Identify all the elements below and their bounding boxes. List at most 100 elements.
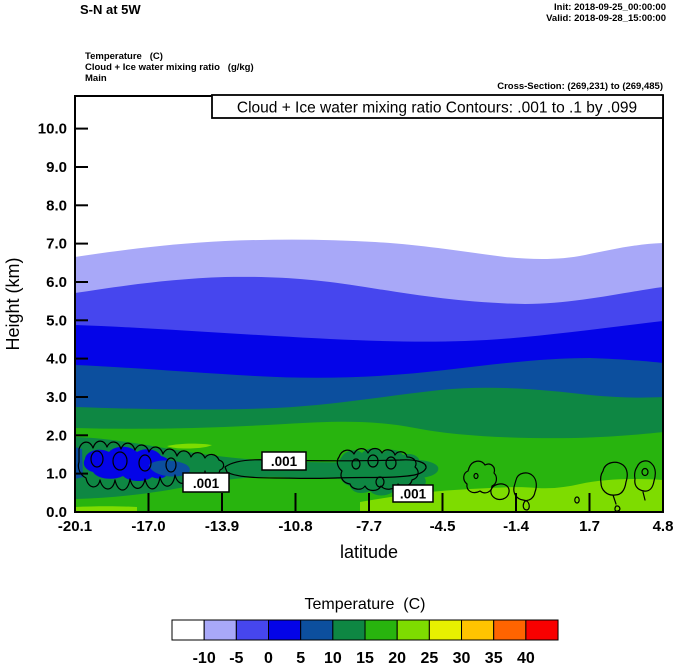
colorbar-tick-labels: -10 -5 0 5 10 15 20 25 30 35 40 (193, 650, 535, 667)
colorbar-cell (171, 619, 205, 641)
colorbar-tick-label: 40 (517, 650, 535, 667)
colorbar-cell (300, 619, 334, 641)
cloud-contour-cell (574, 496, 580, 504)
field-list: Temperature (C) Cloud + Ice water mixing… (85, 51, 663, 92)
colorbar-cell (268, 619, 302, 641)
cloud-layer-shading (75, 437, 439, 499)
cloud-contour-cell (473, 472, 479, 480)
y-tick-label: 10.0 (38, 121, 67, 138)
warm-sliver (167, 443, 212, 449)
colorbar-tick-label: 5 (296, 650, 305, 667)
cloud-contour-cluster-mid (336, 447, 419, 492)
y-tick-label: 1.0 (46, 466, 67, 483)
cloud-contour-blob (463, 460, 498, 494)
colorbar-cell (364, 619, 398, 641)
cloud-contour-teardrop (522, 500, 530, 511)
colorbar-cells (171, 619, 559, 641)
colorbar-tick-label: 10 (324, 650, 342, 667)
colorbar-tick-label: 30 (453, 650, 471, 667)
cloud-contour-cell (641, 467, 649, 477)
cloud-contour-cell (112, 451, 128, 471)
colorbar-cell (461, 619, 495, 641)
cross-section-note: Cross-Section: (269,231) to (269,485) (497, 81, 663, 92)
y-tick-label: 3.0 (46, 389, 67, 406)
cloud-contour-lines (77, 440, 656, 512)
colorbar: Temperature (C) -10 -5 0 5 10 15 20 25 3… (171, 596, 559, 667)
y-tick-label: 9.0 (46, 159, 67, 176)
colorbar-tick-label: 15 (356, 650, 374, 667)
colorbar-cell (396, 619, 430, 641)
contour-label: .001 (271, 454, 298, 469)
x-tick-label: 4.8 (653, 518, 674, 535)
contour-labels: .001 .001 .001 (182, 451, 434, 503)
y-axis-ticks (75, 127, 88, 475)
x-tick-label: -13.9 (205, 518, 239, 535)
x-axis-labels: -20.1 -17.0 -13.9 -10.8 -7.7 -4.5 -1.4 1… (58, 518, 674, 535)
cloud-contour-cluster-west (77, 440, 225, 491)
colorbar-tick-label: 0 (264, 650, 273, 667)
x-axis-title: latitude (340, 542, 398, 562)
y-tick-label: 6.0 (46, 274, 67, 291)
colorbar-cell (525, 619, 559, 641)
cold-pocket-navy-blob (149, 460, 190, 477)
colorbar-tick-label: 20 (388, 650, 406, 667)
colorbar-tick-label: 25 (420, 650, 438, 667)
field-cloud-ice-label: Cloud + Ice water mixing ratio (g/kg) (85, 62, 254, 73)
colorbar-cell (332, 619, 366, 641)
cloud-contour-blob (634, 460, 656, 492)
contour-info-box: Cloud + Ice water mixing ratio Contours:… (211, 94, 664, 119)
x-tick-label: -7.7 (356, 518, 382, 535)
contour-label: .001 (193, 476, 220, 491)
y-tick-label: 0.0 (46, 504, 67, 521)
contour-label-box (392, 484, 434, 503)
y-axis-labels: 10.0 9.0 8.0 7.0 6.0 5.0 4.0 3.0 2.0 1.0… (38, 121, 67, 521)
x-tick-label: -1.4 (503, 518, 530, 535)
cloud-contour-cell (138, 454, 152, 472)
x-tick-label: -20.1 (58, 518, 92, 535)
x-tick-label: 1.7 (579, 518, 600, 535)
colorbar-tick-label: 35 (485, 650, 503, 667)
contour-info-title: Cloud + Ice water mixing ratio Contours:… (237, 100, 637, 117)
x-tick-label: -4.5 (430, 518, 456, 535)
field-temperature-label: Temperature (C) (85, 51, 163, 62)
contour-label-box (261, 451, 307, 471)
colorbar-tick-label: -5 (229, 650, 243, 667)
contour-label-box (182, 472, 230, 493)
cloud-contour-teardrop (614, 505, 621, 512)
cloud-contour-blob (600, 461, 628, 496)
y-axis-title: Height (km) (3, 257, 23, 350)
y-tick-label: 7.0 (46, 236, 67, 253)
plot-area: .001 .001 .001 (3, 94, 674, 562)
page-title: S-N at 5W (80, 2, 141, 17)
x-tick-label: -10.8 (278, 518, 312, 535)
cloud-contour-cell (165, 457, 177, 473)
x-tick-label: -17.0 (131, 518, 165, 535)
colorbar-cell (428, 619, 463, 641)
cloud-contour-cell (351, 458, 361, 470)
cloud-band-cool-layer (75, 437, 439, 499)
cloud-contour-cell (367, 454, 379, 468)
y-tick-label: 5.0 (46, 312, 67, 329)
colorbar-cell (203, 619, 237, 641)
init-time-label: Init: 2018-09-25_00:00:00 (554, 2, 666, 13)
y-tick-label: 4.0 (46, 351, 67, 368)
y-tick-label: 2.0 (46, 427, 67, 444)
cloud-contour-tail (612, 494, 617, 505)
band-20-to-25-right (360, 479, 663, 512)
contour-info-box-frame (211, 94, 664, 119)
field-domain-label: Main (85, 73, 107, 84)
valid-time-label: Valid: 2018-09-28_15:00:00 (546, 13, 666, 24)
y-tick-label: 8.0 (46, 197, 67, 214)
cloud-contour-cell (385, 456, 397, 470)
colorbar-title: Temperature (C) (305, 596, 426, 613)
colorbar-cell (493, 619, 527, 641)
contour-label: .001 (400, 487, 427, 502)
cloud-contour-cell (90, 450, 104, 468)
cloud-contour-cell (375, 476, 385, 488)
cloud-contour-tail (642, 491, 646, 501)
colorbar-tick-label: -10 (193, 650, 216, 667)
x-axis-ticks (147, 493, 591, 512)
header: S-N at 5W Init: 2018-09-25_00:00:00 Vali… (80, 2, 666, 24)
